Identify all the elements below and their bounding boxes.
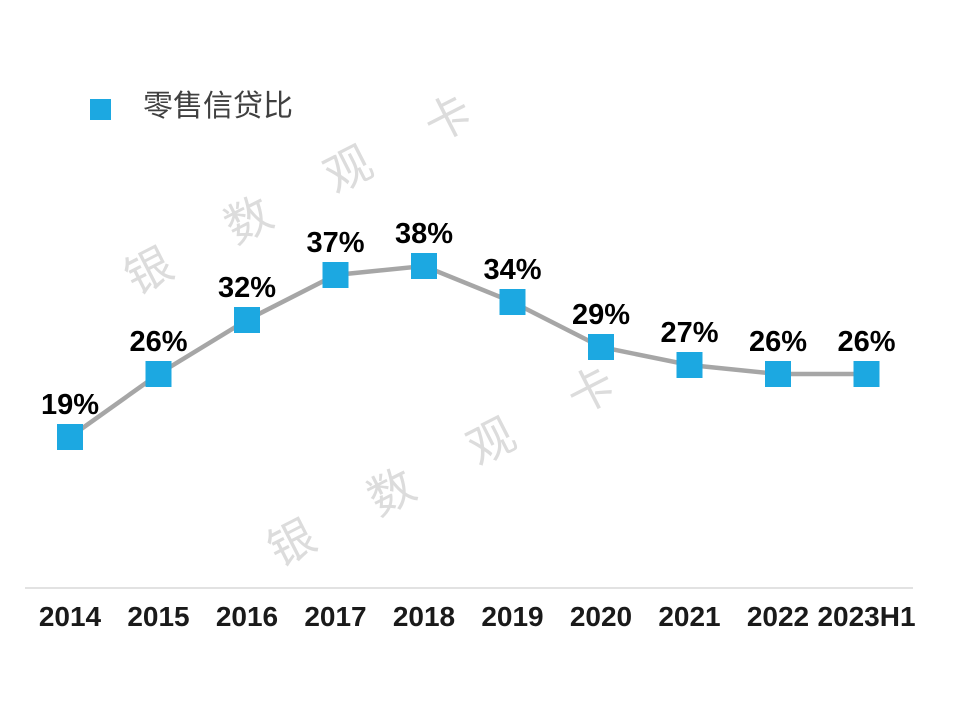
x-axis-tick-label: 2022 bbox=[747, 601, 809, 632]
x-axis-tick-label: 2019 bbox=[481, 601, 543, 632]
data-label: 26% bbox=[749, 326, 807, 358]
x-axis-tick-label: 2018 bbox=[393, 601, 455, 632]
data-point-marker bbox=[588, 334, 614, 360]
data-label: 26% bbox=[129, 326, 187, 358]
data-label: 26% bbox=[837, 326, 895, 358]
data-label: 32% bbox=[218, 272, 276, 304]
legend: 零售信贷比 bbox=[90, 92, 293, 122]
data-point-marker bbox=[145, 361, 172, 387]
data-label: 19% bbox=[41, 389, 99, 421]
data-point-marker bbox=[411, 253, 437, 279]
x-axis-tick-label: 2021 bbox=[658, 601, 720, 632]
data-label: 34% bbox=[483, 254, 541, 286]
data-point-marker bbox=[853, 361, 880, 387]
data-label: 27% bbox=[660, 317, 718, 349]
data-label: 38% bbox=[395, 218, 453, 250]
legend-swatch-icon bbox=[90, 98, 111, 120]
series-line bbox=[68, 263, 867, 439]
data-label: 29% bbox=[572, 299, 630, 331]
data-point-marker bbox=[57, 424, 83, 450]
x-axis-tick-label: 2017 bbox=[304, 601, 366, 632]
data-point-marker bbox=[234, 307, 260, 333]
data-point-marker bbox=[499, 289, 526, 315]
x-axis-tick-label: 2023H1 bbox=[817, 601, 915, 632]
x-axis-tick-label: 2020 bbox=[570, 601, 632, 632]
legend-series-label: 零售信贷比 bbox=[143, 90, 293, 123]
x-axis-tick-label: 2015 bbox=[127, 601, 189, 632]
data-point-marker bbox=[322, 262, 349, 288]
data-point-marker bbox=[676, 352, 703, 378]
data-point-marker bbox=[765, 361, 791, 387]
data-label: 37% bbox=[306, 227, 364, 259]
x-axis-tick-label: 2016 bbox=[216, 601, 278, 632]
x-axis-tick-label: 2014 bbox=[39, 601, 102, 632]
